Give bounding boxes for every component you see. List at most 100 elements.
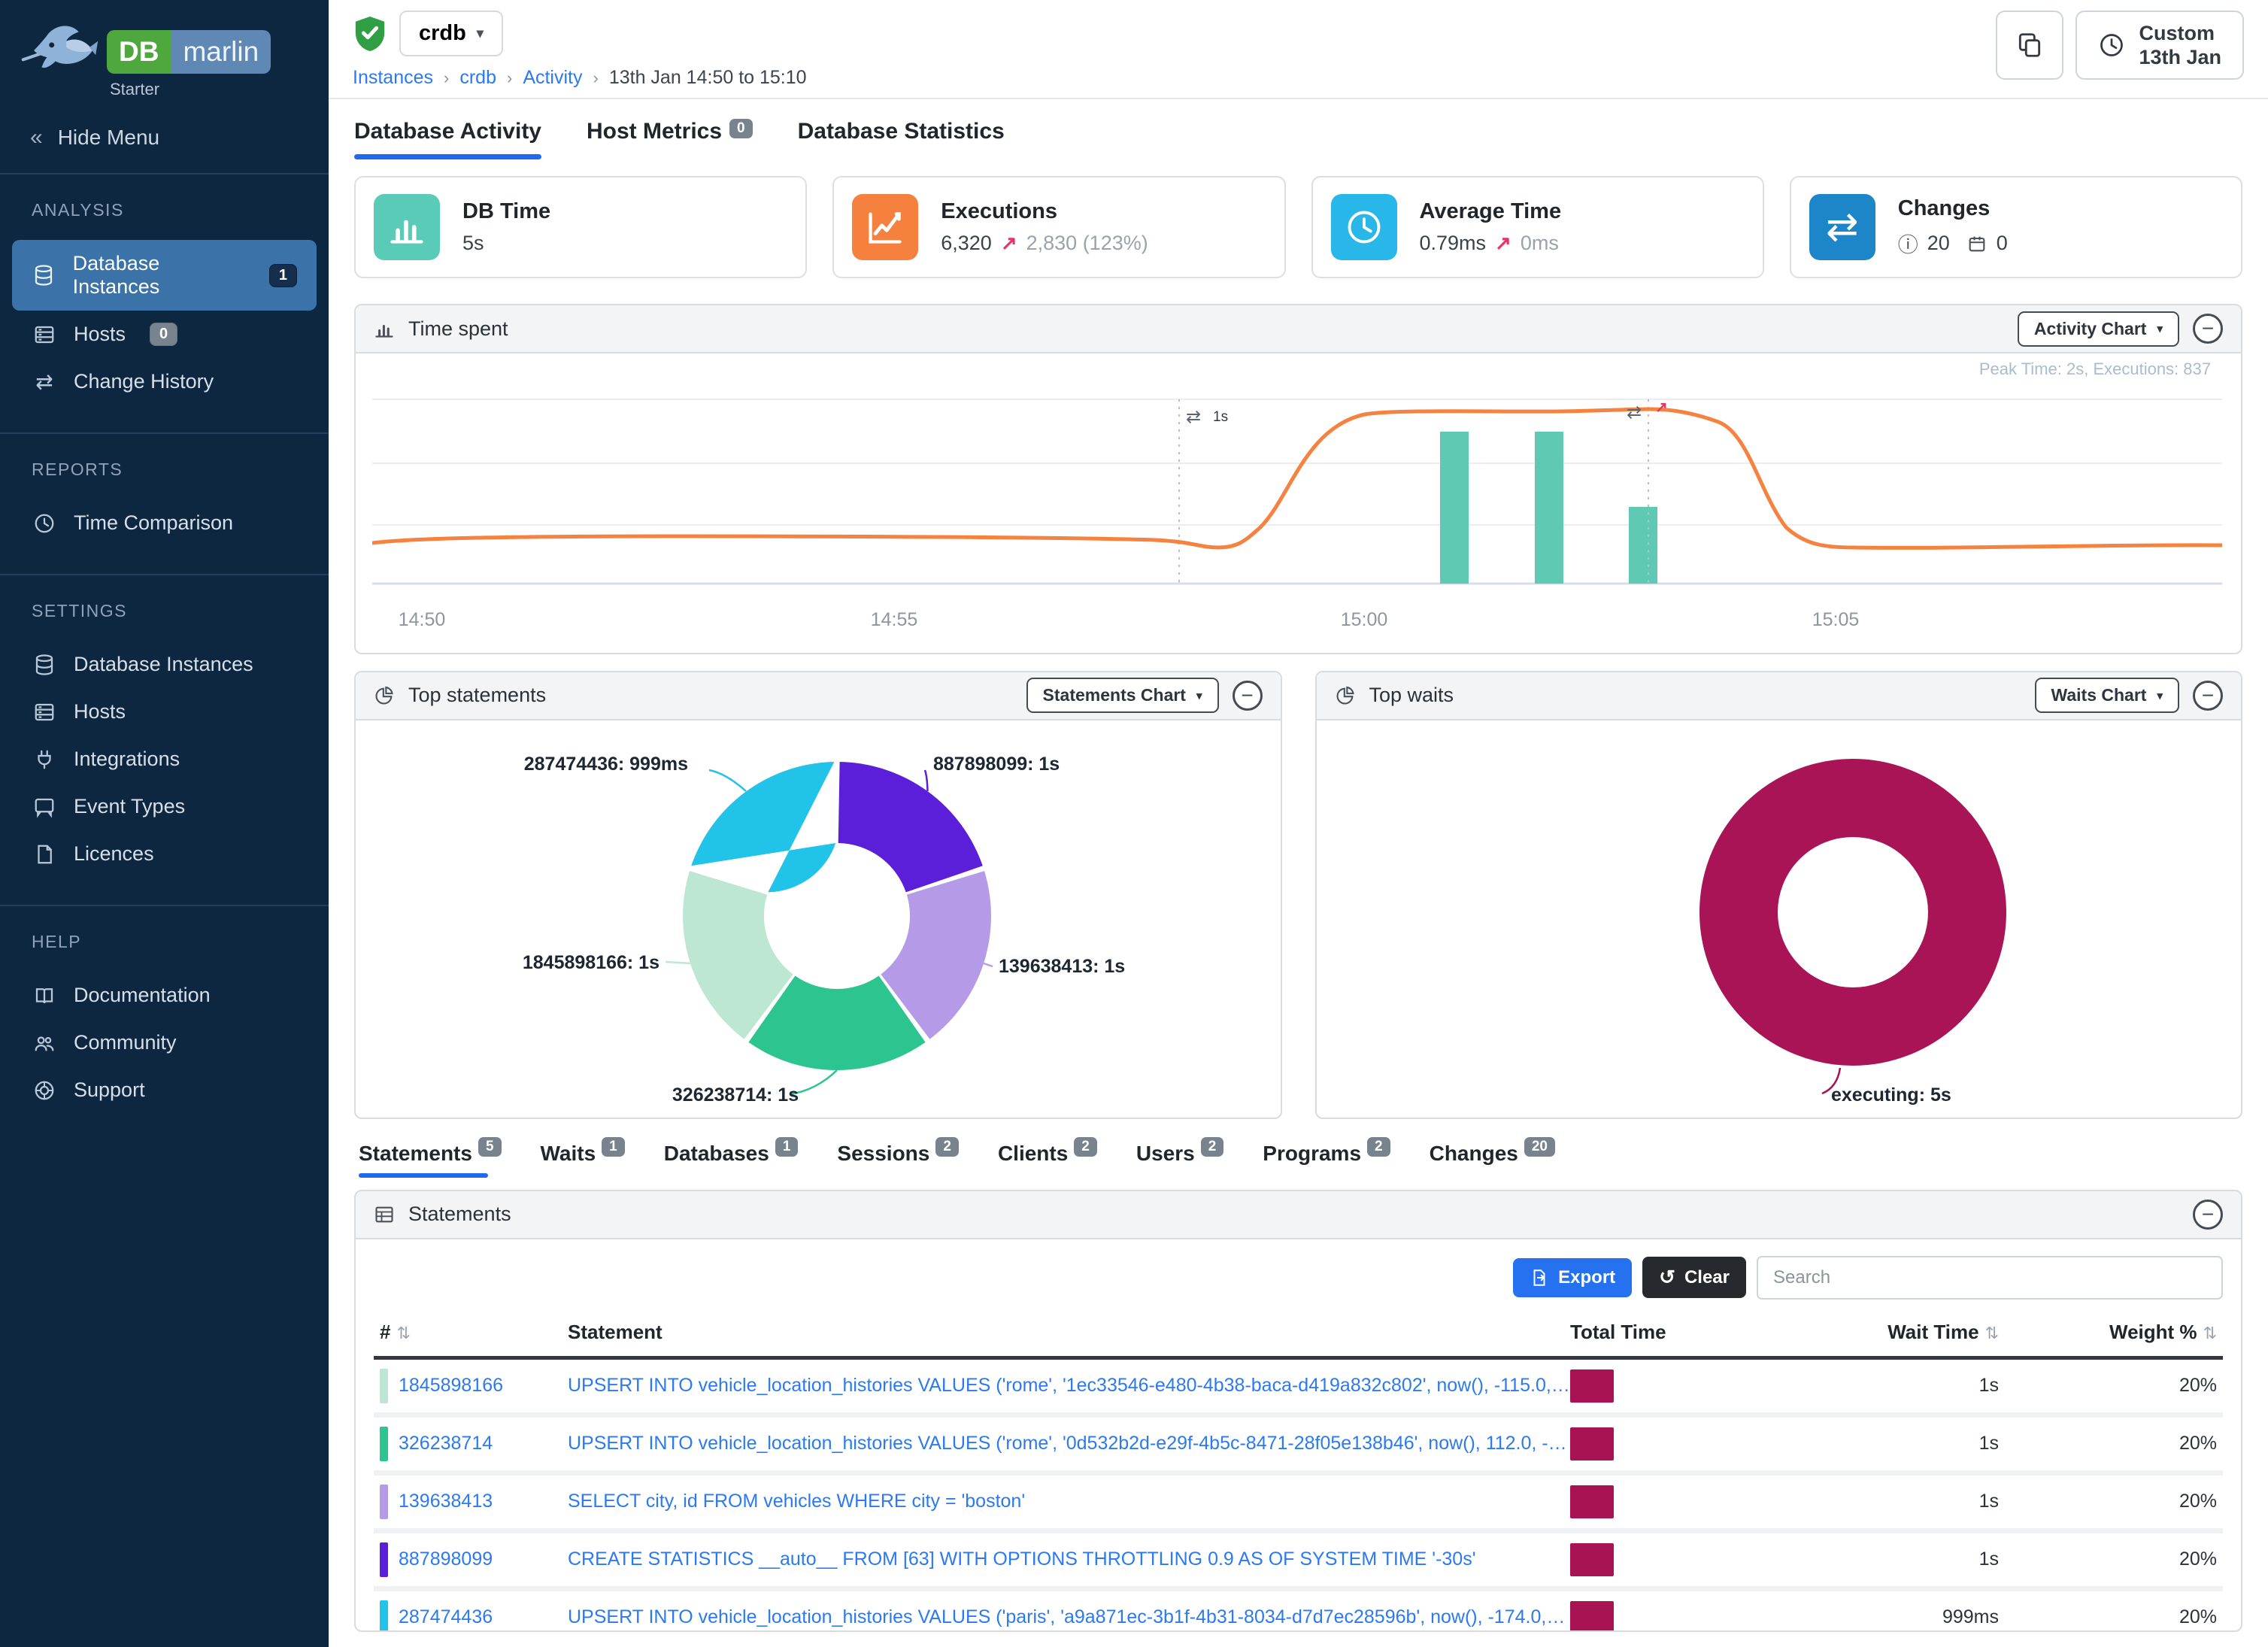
wait-time-value: 999ms (1942, 1606, 1999, 1628)
nav-analysis: ANALYSIS Database Instances 1 Hosts 0 ⇄ … (0, 173, 329, 405)
statement-text-link[interactable]: UPSERT INTO vehicle_location_histories V… (568, 1606, 1570, 1628)
table-row: 326238714 UPSERT INTO vehicle_location_h… (374, 1418, 2223, 1476)
sidebar-item-time-comparison[interactable]: Time Comparison (0, 499, 329, 547)
collapse-panel-button[interactable]: − (2193, 680, 2223, 711)
tab-changes[interactable]: Changes 20 (1430, 1136, 1555, 1178)
tab-users[interactable]: Users 2 (1136, 1136, 1224, 1178)
instance-selector[interactable]: crdb ▾ (399, 11, 503, 56)
sidebar-item-settings-hosts[interactable]: Hosts (0, 688, 329, 736)
breadcrumb-instances[interactable]: Instances (353, 67, 434, 88)
top-statements-donut[interactable]: 287474436: 999ms 887898099: 1s 184589816… (356, 720, 1281, 1118)
activity-chart-select[interactable]: Activity Chart ▾ (2017, 311, 2179, 347)
total-time-bar (1570, 1485, 1614, 1518)
sidebar-item-licences[interactable]: Licences (0, 830, 329, 878)
statement-id-link[interactable]: 326238714 (399, 1433, 493, 1454)
tab-clients[interactable]: Clients 2 (998, 1136, 1097, 1178)
statements-donut-leader-lines (665, 769, 993, 1096)
tab-host-metrics[interactable]: Host Metrics 0 (587, 119, 753, 159)
server-icon (32, 701, 57, 723)
tab-sessions[interactable]: Sessions 2 (837, 1136, 959, 1178)
change-marker-lines (1178, 399, 1649, 584)
weight-value: 20% (2179, 1548, 2217, 1570)
statement-id-link[interactable]: 139638413 (399, 1491, 493, 1512)
col-header-statement[interactable]: Statement (568, 1320, 663, 1343)
sidebar-item-change-history[interactable]: ⇄ Change History (0, 358, 329, 405)
search-input[interactable] (1757, 1255, 2223, 1300)
wait-time-value: 1s (1978, 1548, 1999, 1570)
tab-database-activity[interactable]: Database Activity (354, 119, 541, 159)
col-header-wait-time[interactable]: Wait Time ⇅ (1887, 1320, 1999, 1343)
waits-chart-select[interactable]: Waits Chart ▾ (2034, 678, 2179, 714)
tab-label: Waits (540, 1141, 596, 1165)
tab-waits[interactable]: Waits 1 (540, 1136, 625, 1178)
sidebar-item-community[interactable]: Community (0, 1019, 329, 1066)
sidebar-item-label: Integrations (74, 748, 180, 770)
copy-link-button[interactable] (1996, 11, 2064, 80)
svg-text:⇄: ⇄ (1186, 407, 1201, 427)
hide-menu-button[interactable]: « Hide Menu (0, 105, 329, 173)
statements-table: # ⇅ Statement Total Time Wait Time ⇅ Weigh… (374, 1312, 2223, 1630)
pie-chart-icon (1335, 685, 1356, 706)
col-header-total-time[interactable]: Total Time (1570, 1320, 1666, 1343)
statement-id-link[interactable]: 887898099 (399, 1548, 493, 1570)
tab-badge: 2 (935, 1136, 959, 1157)
kpi-title: DB Time (462, 199, 551, 223)
life-ring-icon (32, 1079, 57, 1102)
sidebar-item-label: Community (74, 1031, 177, 1054)
svg-text:15:00: 15:00 (1341, 609, 1388, 630)
sidebar-item-event-types[interactable]: Event Types (0, 783, 329, 830)
time-range-button[interactable]: Custom 13th Jan (2075, 11, 2244, 80)
statement-id-link[interactable]: 1845898166 (399, 1375, 504, 1397)
clear-button[interactable]: ↺ Clear (1642, 1257, 1746, 1299)
sidebar-item-documentation[interactable]: Documentation (0, 972, 329, 1019)
panel-title: Top statements (408, 684, 547, 707)
top-waits-donut[interactable]: executing: 5s (1317, 720, 2242, 1118)
sidebar-item-support[interactable]: Support (0, 1066, 329, 1114)
sort-icon: ⇅ (1984, 1323, 1999, 1342)
db-time-line (372, 407, 2222, 550)
col-header-weight[interactable]: Weight % ⇅ (2109, 1320, 2217, 1343)
tab-label: Database Statistics (797, 119, 1005, 144)
sort-icon: ⇅ (2203, 1323, 2217, 1342)
info-icon: ⓘ (1897, 234, 1918, 256)
slice-label-executing: executing: 5s (1831, 1084, 1951, 1106)
sidebar-item-hosts[interactable]: Hosts 0 (0, 311, 329, 358)
kpi-title: Executions (941, 199, 1057, 223)
statement-id-link[interactable]: 287474436 (399, 1606, 493, 1628)
tab-database-statistics[interactable]: Database Statistics (798, 119, 1005, 159)
page-tabs: Database Activity Host Metrics 0 Databas… (329, 99, 2268, 159)
sidebar-item-integrations[interactable]: Integrations (0, 736, 329, 783)
tab-databases[interactable]: Databases 1 (663, 1136, 799, 1178)
breadcrumb-separator: › (506, 68, 513, 87)
statement-text-link[interactable]: CREATE STATISTICS __auto__ FROM [63] WIT… (568, 1548, 1476, 1570)
nav-section-title: REPORTS (32, 460, 123, 479)
col-header-num[interactable]: # ⇅ (380, 1320, 411, 1343)
tab-statements[interactable]: Statements 5 (359, 1136, 502, 1178)
time-spent-panel: Time spent Activity Chart ▾ − Peak Time:… (354, 304, 2242, 654)
statement-text-link[interactable]: UPSERT INTO vehicle_location_histories V… (568, 1375, 1570, 1397)
time-spent-chart[interactable]: Peak Time: 2s, Executions: 837 (356, 353, 2241, 653)
sidebar-item-settings-database-instances[interactable]: Database Instances (0, 641, 329, 688)
brand-badge: DB marlin (107, 30, 271, 74)
collapse-panel-button[interactable]: − (1232, 680, 1263, 711)
panel-title: Top waits (1369, 684, 1454, 707)
breadcrumb-activity[interactable]: Activity (523, 67, 583, 88)
svg-text:1s: 1s (1213, 409, 1228, 425)
kpi-value: 5s (462, 232, 484, 254)
sidebar-item-database-instances[interactable]: Database Instances 1 (12, 240, 317, 311)
breadcrumb-crdb[interactable]: crdb (459, 67, 496, 88)
bar-chart-icon (374, 194, 440, 260)
statements-chart-select[interactable]: Statements Chart ▾ (1026, 678, 1219, 714)
tab-label: Database Activity (354, 119, 541, 144)
people-icon (32, 1032, 57, 1054)
collapse-panel-button[interactable]: − (2193, 314, 2223, 344)
series-color-chip (380, 1368, 388, 1403)
statement-text-link[interactable]: SELECT city, id FROM vehicles WHERE city… (568, 1491, 1026, 1512)
tab-label: Databases (663, 1141, 769, 1165)
weight-value: 20% (2179, 1433, 2217, 1454)
marlin-logo-icon (21, 26, 99, 68)
collapse-panel-button[interactable]: − (2193, 1199, 2223, 1230)
export-button[interactable]: Export (1513, 1257, 1633, 1297)
tab-programs[interactable]: Programs 2 (1263, 1136, 1390, 1178)
statement-text-link[interactable]: UPSERT INTO vehicle_location_histories V… (568, 1433, 1570, 1454)
